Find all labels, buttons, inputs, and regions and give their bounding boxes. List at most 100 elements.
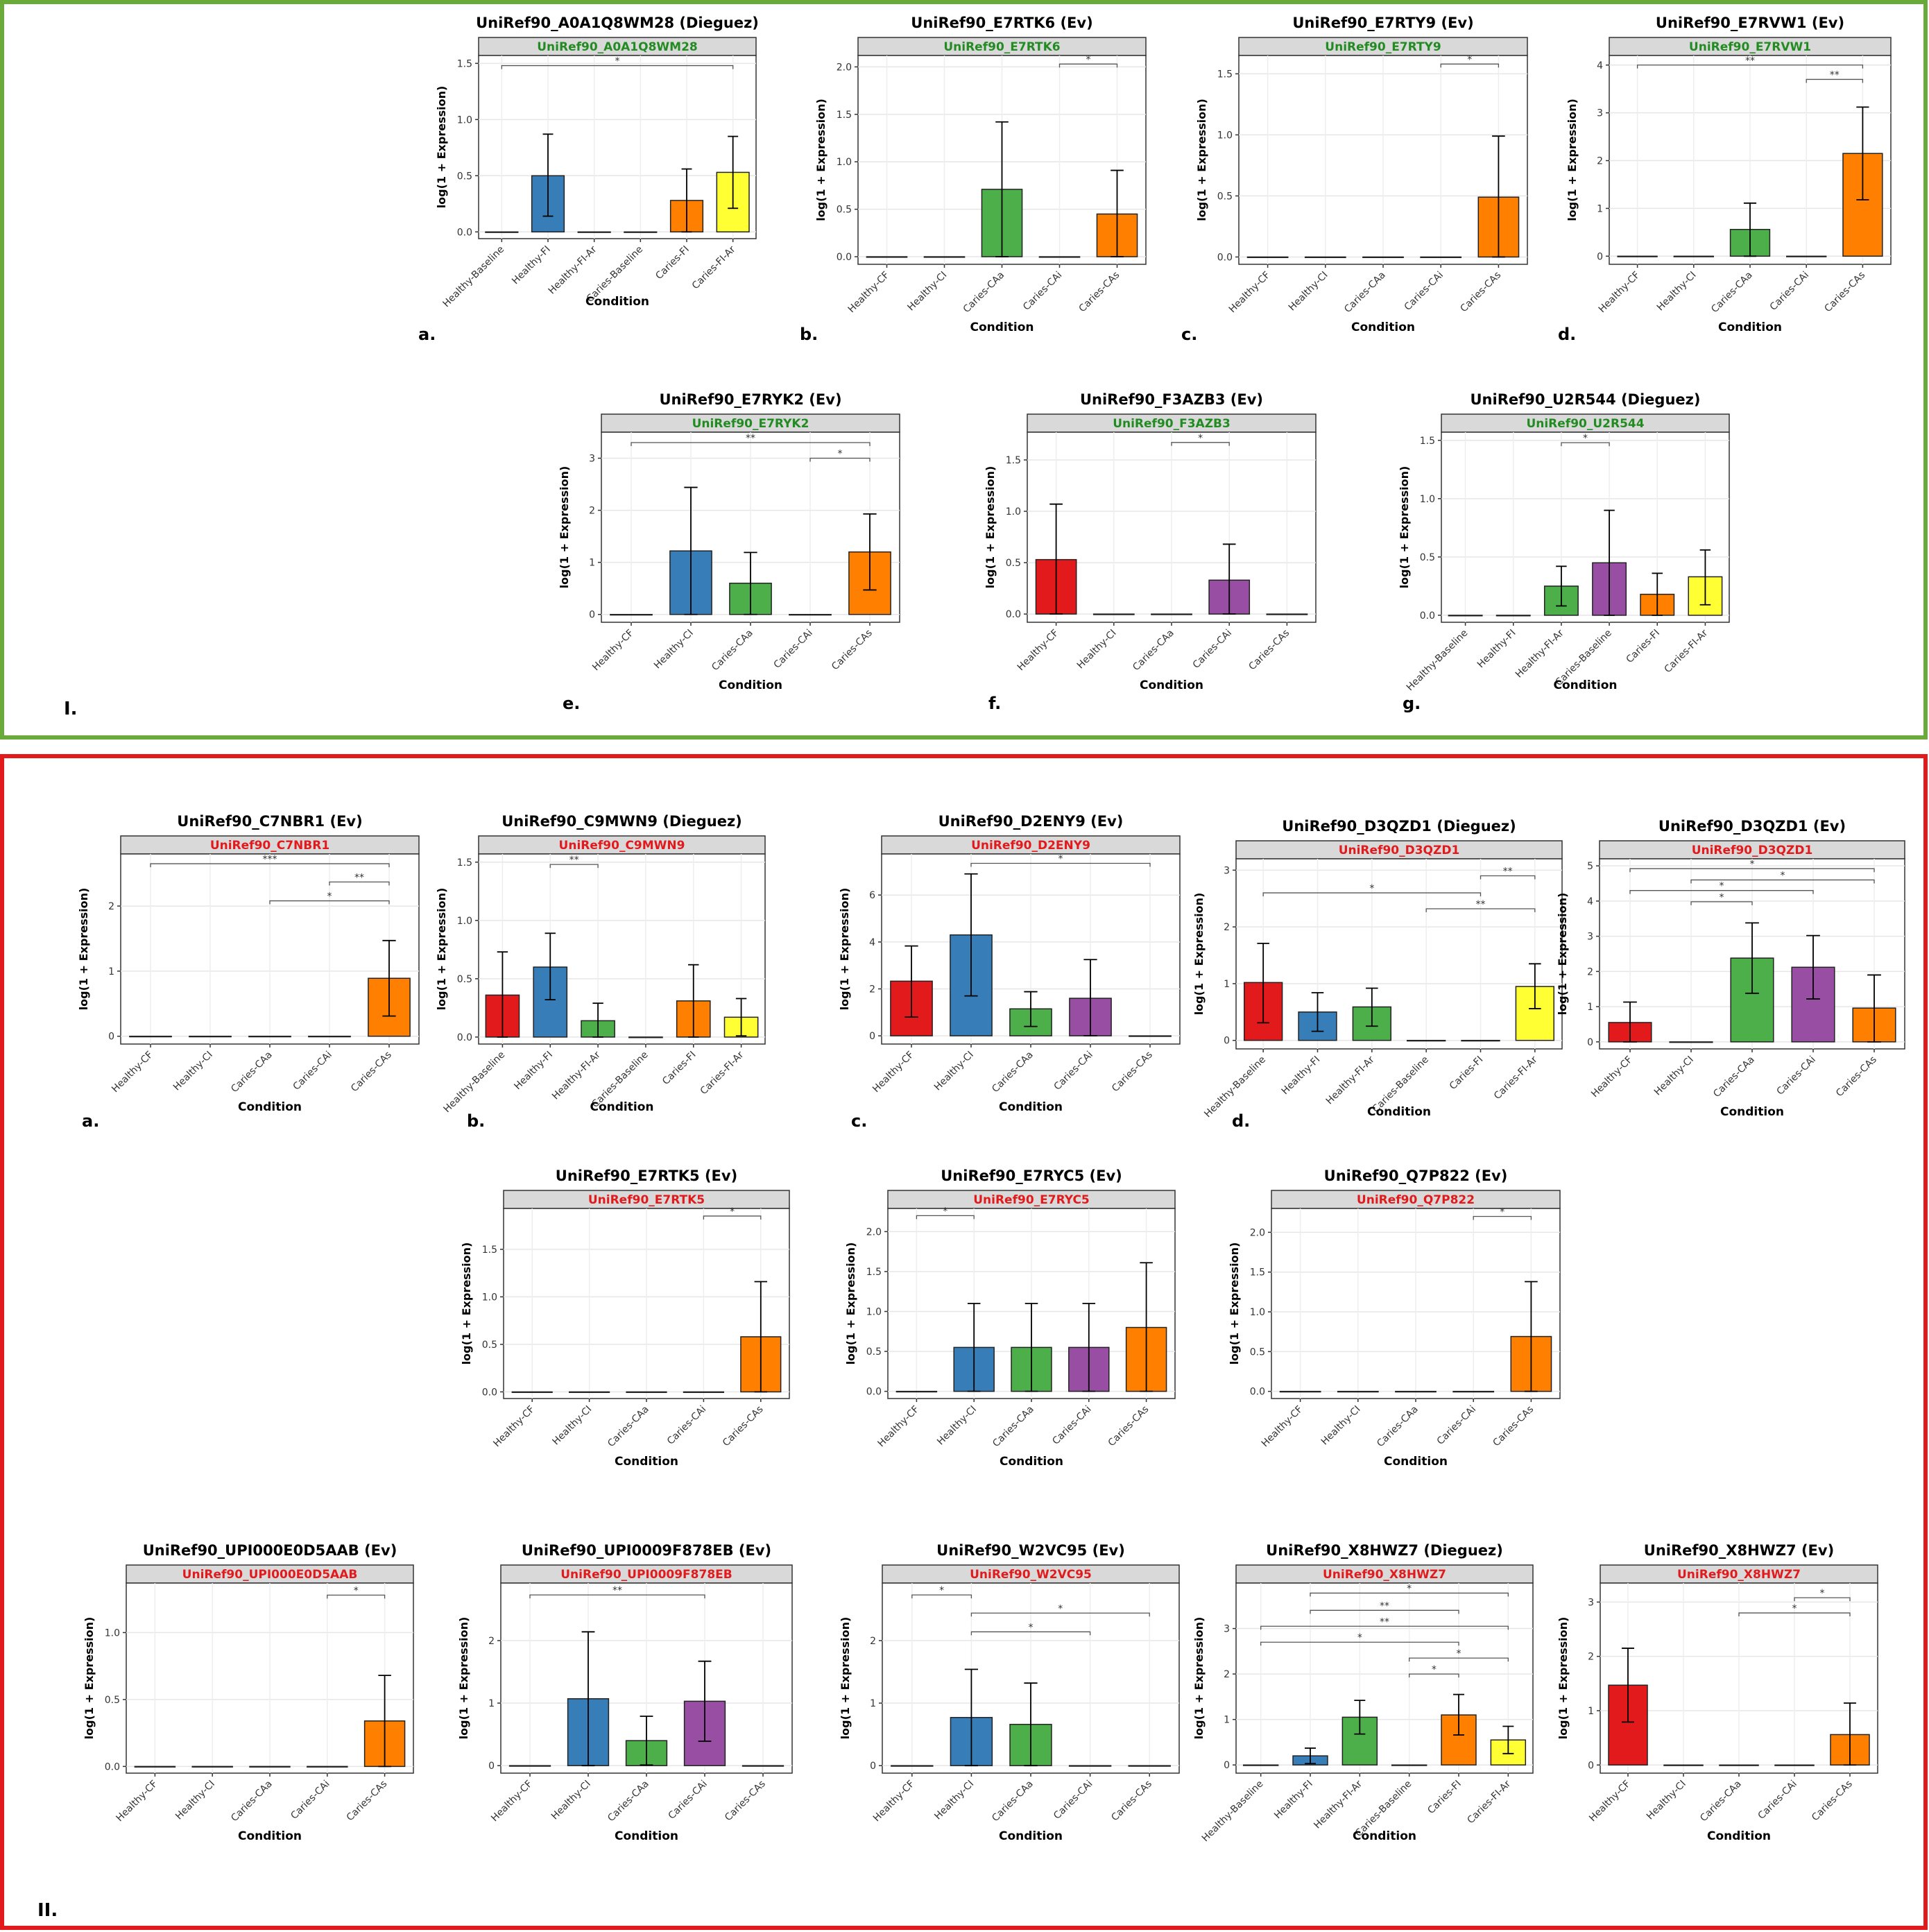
significance-bracket (1636, 65, 1864, 69)
significance-bracket (1310, 1592, 1509, 1597)
chart-title: UniRef90_D2ENY9 (Ev) (938, 813, 1124, 830)
chart-panel-8: UniRef90_C7NBR1 (Ev)UniRef90_C7NBR1012**… (77, 813, 420, 1131)
facet-strip (1027, 413, 1317, 433)
significance-label: ** (569, 855, 579, 866)
significance-bracket (970, 1612, 1150, 1617)
bar (1786, 255, 1827, 257)
significance-bracket (1409, 1657, 1509, 1662)
chart-title: UniRef90_E7RYC5 (Ev) (941, 1168, 1122, 1184)
y-tick-label: 2 (869, 984, 875, 995)
significance-label: * (1457, 1648, 1461, 1659)
significance-bracket (529, 1594, 705, 1599)
y-tick-label: 1 (1597, 203, 1603, 214)
bar (134, 1766, 176, 1768)
y-tick-label: 1.5 (866, 1267, 882, 1278)
significance-bracket (1629, 868, 1875, 873)
y-tick-label: 3 (1224, 1624, 1230, 1635)
significance-bracket (911, 1594, 972, 1599)
significance-label: ** (1380, 1600, 1389, 1612)
x-axis-title: Condition (1554, 678, 1618, 692)
y-tick-label: 4 (1587, 896, 1593, 907)
y-tick-label: 0 (1224, 1036, 1230, 1047)
y-tick-label: 0.5 (457, 171, 472, 182)
bar (1391, 1764, 1428, 1766)
chart-title: UniRef90_Q7P822 (Ev) (1324, 1168, 1508, 1184)
y-tick-label: 3 (589, 454, 595, 465)
chart-title: UniRef90_E7RTK5 (Ev) (556, 1168, 737, 1184)
bar (191, 1766, 233, 1768)
y-tick-label: 1.0 (837, 157, 852, 168)
significance-bracket (269, 900, 390, 905)
panel-letter: f. (988, 694, 1001, 713)
y-tick-label: 0 (869, 1031, 875, 1042)
y-tick-label: 1.0 (1420, 494, 1435, 505)
chart-panel-12: UniRef90_D3QZD1 (Ev) UniRef90_D3QZD1 0 1 2 3 4… (1556, 818, 1905, 1119)
y-axis-title: log(1 + Expression) (77, 888, 90, 1011)
significance-bracket (1690, 901, 1753, 905)
facet-strip-label: UniRef90_C7NBR1 (210, 839, 329, 853)
bar (1242, 1764, 1279, 1766)
significance-bracket (916, 1215, 975, 1220)
chart-panel-20: UniRef90_X8HWZ7 (Ev) UniRef90_X8HWZ7 0 1 2 3 *… (1557, 1542, 1878, 1843)
facet-strip (1235, 1564, 1534, 1584)
significance-label: * (1029, 1622, 1034, 1633)
significance-bracket (1738, 1612, 1851, 1617)
significance-bracket (1473, 1215, 1532, 1220)
panel-letter: c. (851, 1111, 867, 1131)
y-tick-label: 3 (1224, 865, 1230, 876)
y-axis-title: log(1 + Expression) (838, 888, 851, 1011)
y-tick-label: 1.0 (105, 1627, 120, 1639)
y-tick-label: 0.0 (457, 227, 472, 238)
significance-label: ** (1745, 55, 1755, 67)
x-axis-title: Condition (615, 1455, 678, 1469)
significance-bracket (327, 1594, 386, 1599)
y-tick-label: 0.0 (837, 252, 852, 263)
panel-letter: b. (800, 325, 818, 344)
y-tick-label: 0.0 (1217, 252, 1233, 263)
y-tick-label: 0.5 (457, 974, 472, 985)
bar (307, 1766, 348, 1768)
y-tick-label: 2 (108, 901, 114, 912)
y-tick-label: 2 (1588, 1652, 1594, 1663)
y-tick-label: 1.5 (457, 58, 472, 69)
y-tick-label: 1.0 (457, 114, 472, 126)
facet-strip-label: UniRef90_E7RTK5 (588, 1193, 705, 1207)
y-tick-label: 0.5 (105, 1695, 120, 1706)
y-tick-label: 2 (488, 1636, 495, 1647)
y-tick-label: 1.0 (1217, 130, 1233, 141)
plot-area (478, 55, 757, 239)
chart-title: UniRef90_X8HWZ7 (Ev) (1644, 1542, 1834, 1559)
chart-panel-19: UniRef90_X8HWZ7 (Dieguez) UniRef90_X8HWZ7… (1192, 1542, 1534, 1844)
significance-bracket (1425, 908, 1536, 912)
y-tick-label: 2 (589, 506, 595, 517)
chart-panel-16: UniRef90_UPI000E0D5AAB (Ev) UniRef90_UPI0… (83, 1542, 414, 1843)
y-tick-label: 1 (870, 1698, 876, 1709)
significance-bracket (703, 1215, 762, 1220)
y-tick-label: 4 (869, 937, 875, 948)
chart-title: UniRef90_E7RTK6 (Ev) (911, 15, 1092, 31)
chart-title: UniRef90_U2R544 (Dieguez) (1471, 391, 1701, 408)
y-tick-label: 1.0 (482, 1292, 497, 1303)
chart-title: UniRef90_E7RYK2 (Ev) (659, 391, 841, 408)
panel-letter: a. (82, 1111, 99, 1131)
significance-bracket (1806, 78, 1864, 83)
y-axis-title: log(1 + Expression) (1192, 1617, 1206, 1740)
significance-bracket (970, 1631, 1091, 1636)
chart-panel-9: UniRef90_C9MWN9 (Dieguez) UniRef90_C9MWN9… (435, 813, 766, 1131)
significance-label: * (615, 56, 620, 67)
x-axis-title: Condition (590, 1100, 654, 1114)
significance-label: *** (263, 854, 277, 865)
significance-label: * (1086, 54, 1091, 65)
significance-label: ** (354, 872, 364, 883)
bar (1495, 615, 1531, 617)
x-axis-title: Condition (1718, 320, 1782, 334)
chart-panel-13: UniRef90_E7RTK5 (Ev) UniRef90_E7RTK5 0.0 0.… (460, 1168, 790, 1469)
chart-title: UniRef90_D3QZD1 (Ev) (1658, 818, 1846, 835)
chart-title: UniRef90_C9MWN9 (Dieguez) (501, 813, 742, 830)
bar (129, 1035, 172, 1038)
chart-title: UniRef90_UPI000E0D5AAB (Ev) (143, 1542, 397, 1559)
x-axis-title: Condition (999, 1100, 1063, 1114)
bar (249, 1766, 291, 1768)
facet-strip-label: UniRef90_UPI000E0D5AAB (182, 1568, 358, 1582)
facet-strip-label: UniRef90_X8HWZ7 (1323, 1568, 1446, 1582)
